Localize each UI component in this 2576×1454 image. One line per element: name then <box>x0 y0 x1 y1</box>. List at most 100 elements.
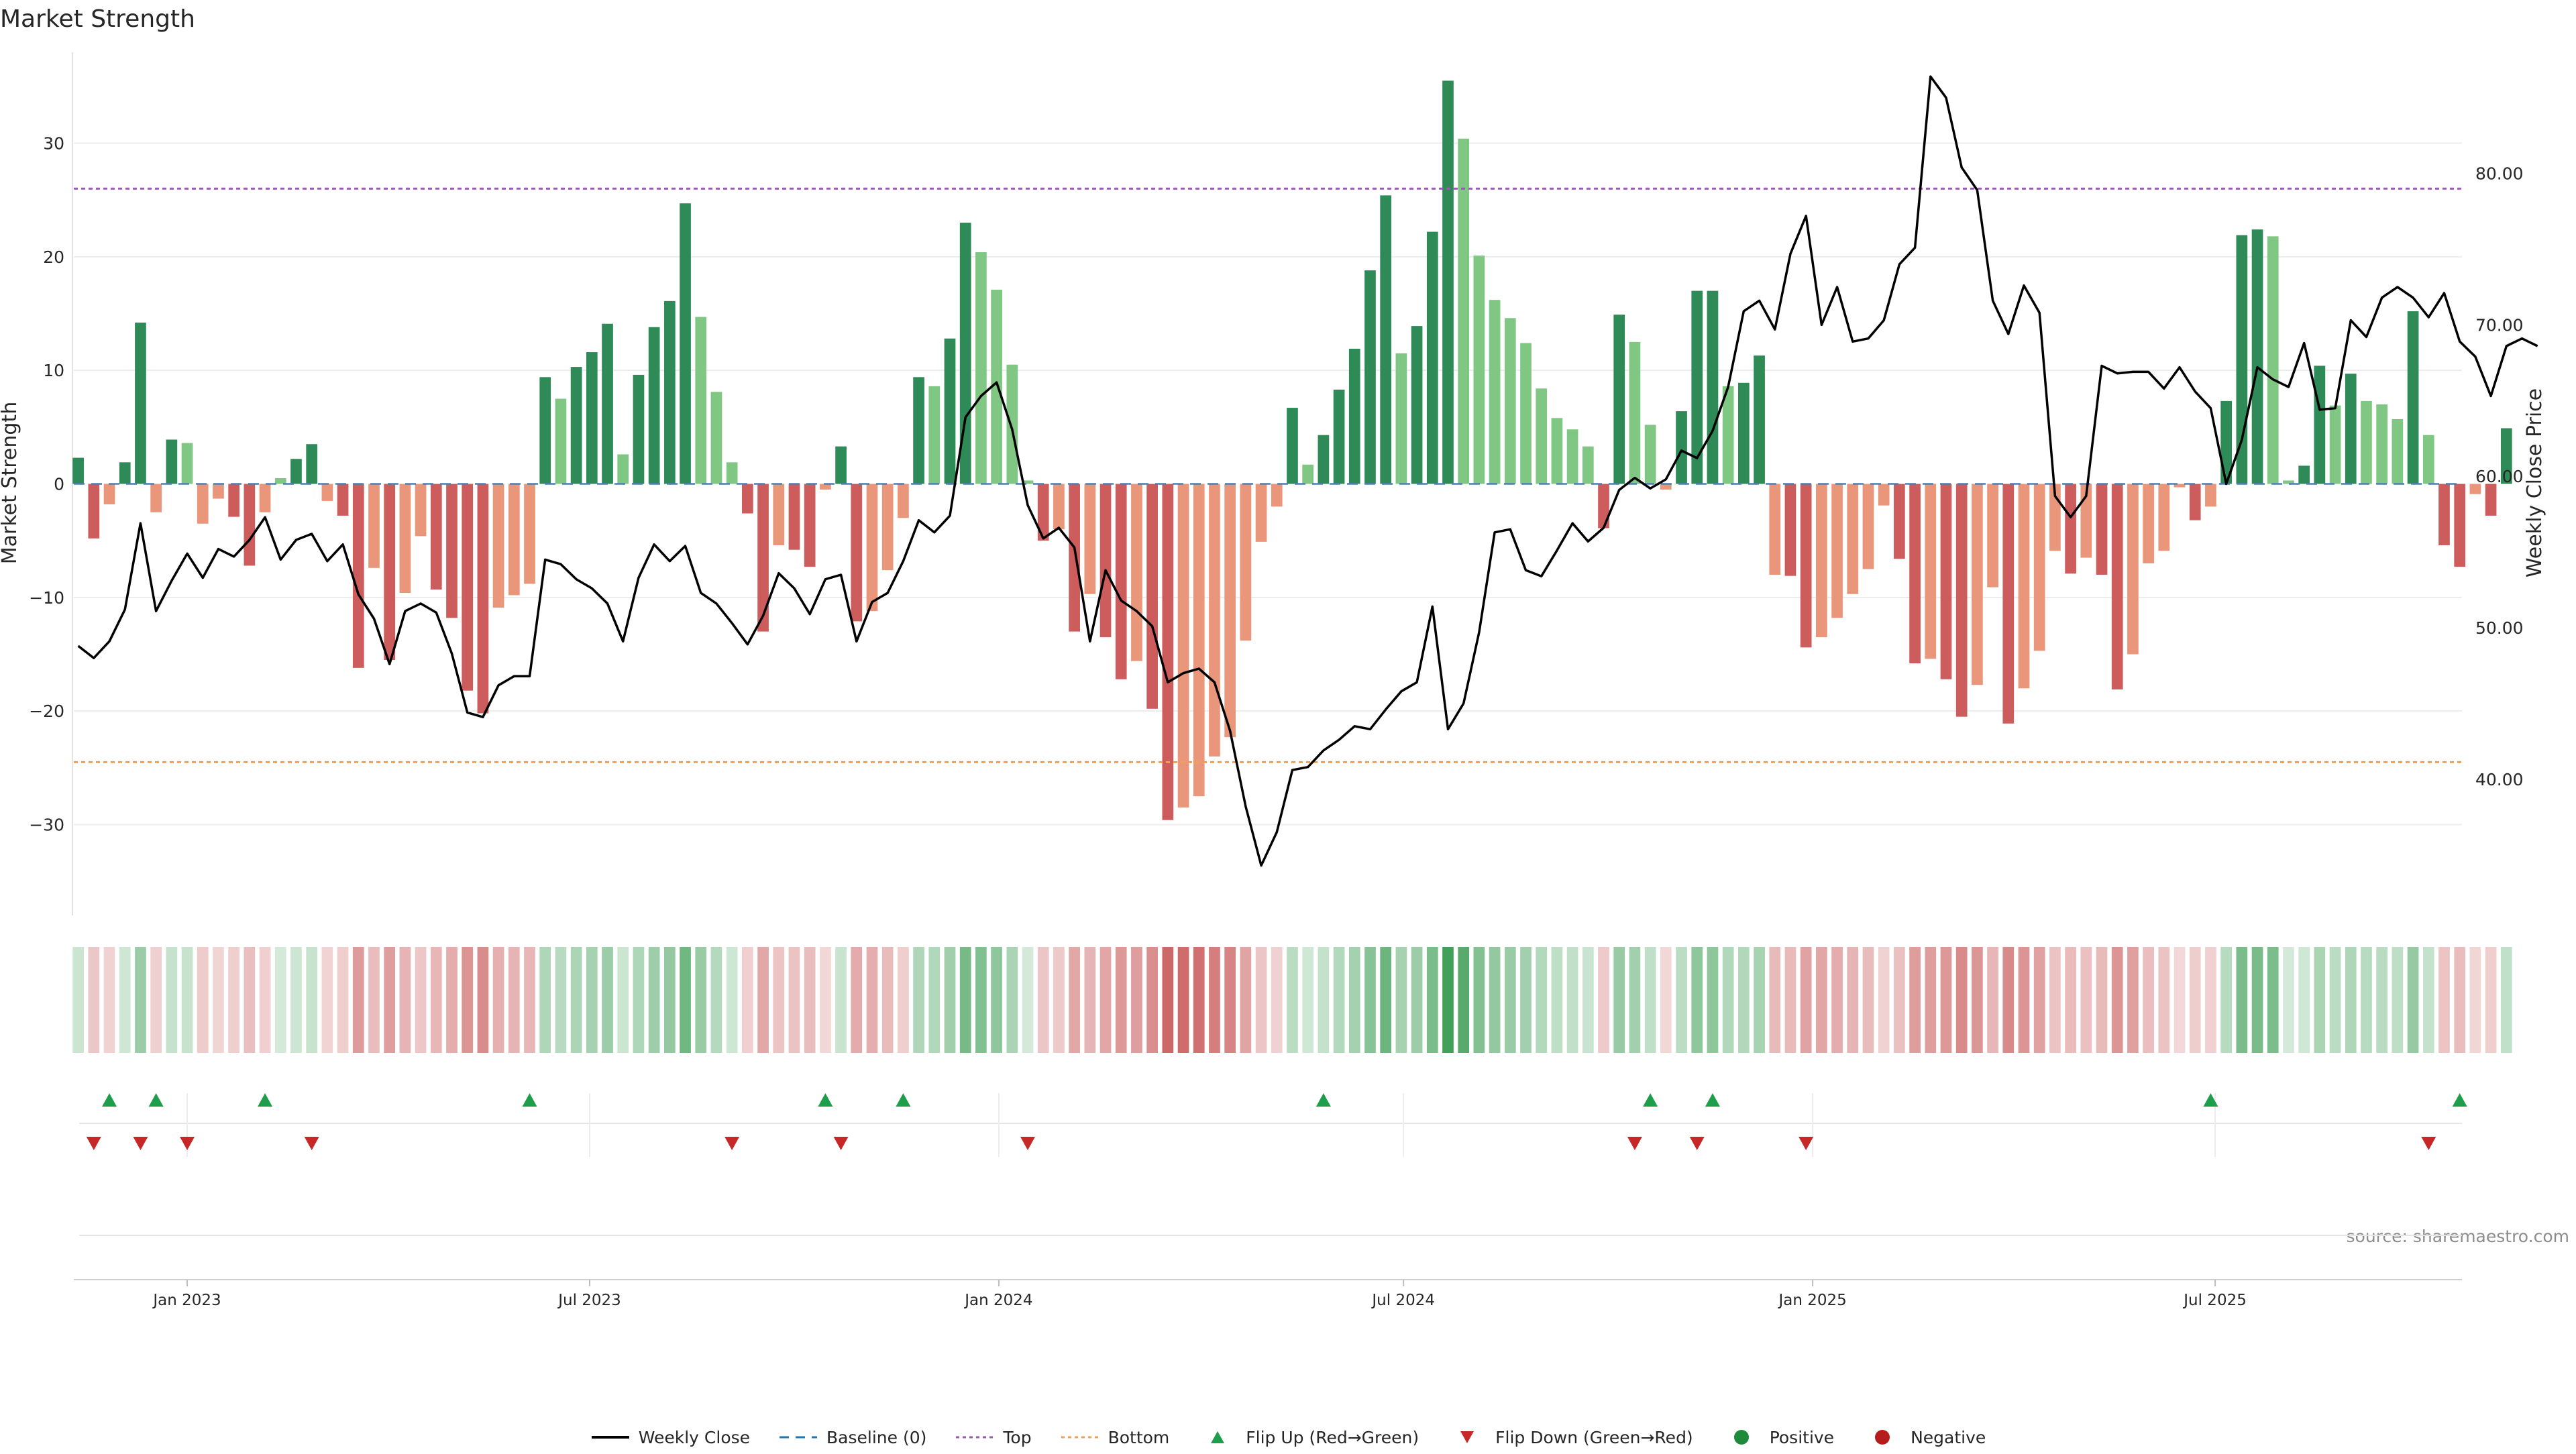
heat-cell <box>274 947 286 1053</box>
heat-cell <box>399 947 411 1053</box>
flip-up-marker <box>1705 1093 1720 1107</box>
heat-cell <box>1582 947 1594 1053</box>
strength-bar <box>1442 80 1454 484</box>
strength-bar <box>1146 484 1158 709</box>
heat-cell <box>1022 947 1034 1053</box>
heat-cell <box>1691 947 1703 1053</box>
strength-bar <box>524 484 535 584</box>
strength-bar <box>1395 353 1407 484</box>
strength-bar <box>1177 484 1189 808</box>
legend-label: Flip Down (Green→Red) <box>1495 1427 1693 1447</box>
heat-cell <box>2500 947 2512 1053</box>
strength-bar <box>1972 484 1983 685</box>
heat-cell <box>617 947 629 1053</box>
heat-cell <box>1287 947 1298 1053</box>
strength-bar <box>1348 348 1360 484</box>
strength-bar <box>2283 480 2294 484</box>
y-tick-label: −30 <box>29 816 64 835</box>
flip-down-marker <box>724 1137 740 1150</box>
heat-cell <box>1489 947 1501 1053</box>
strength-bar <box>2158 484 2170 551</box>
heat-cell <box>103 947 115 1053</box>
strength-bar <box>1426 231 1438 484</box>
y2-tick-label: 80.00 <box>2475 164 2524 184</box>
strength-bar <box>1473 256 1485 484</box>
strength-bar <box>773 484 785 545</box>
heat-cell <box>975 947 987 1053</box>
heat-cell <box>726 947 738 1053</box>
heat-cell <box>1146 947 1158 1053</box>
strength-bar <box>2469 484 2481 494</box>
flip-down-marker <box>1799 1137 1814 1150</box>
strength-bar <box>2298 465 2310 484</box>
strength-bar <box>384 484 396 660</box>
flip-up-marker <box>2452 1093 2467 1107</box>
heat-cell <box>2469 947 2481 1053</box>
strength-bar <box>492 484 504 608</box>
legend-symbol <box>955 1427 995 1447</box>
strength-bar <box>2454 484 2466 567</box>
heat-cell <box>633 947 645 1053</box>
strength-bar <box>166 439 178 484</box>
y2-axis-ticks: 40.00 50.00 60.00 70.00 80.00 <box>2475 164 2524 789</box>
heat-cell <box>1271 947 1283 1053</box>
weekly-close-line <box>77 75 2538 867</box>
y-axis-label: Market Strength <box>0 402 21 564</box>
heat-cell <box>2392 947 2404 1053</box>
heat-cell <box>2298 947 2310 1053</box>
strength-bar <box>213 484 224 499</box>
strength-bars <box>72 80 2512 820</box>
strength-bar <box>1411 326 1423 484</box>
heat-cell <box>851 947 863 1053</box>
strength-bar <box>586 352 598 484</box>
heat-cell <box>570 947 582 1053</box>
flip-down-marker <box>304 1137 319 1150</box>
y-axis-ticks: −30 −20 −10 0 10 20 30 <box>29 133 64 834</box>
strength-bar <box>1613 315 1625 484</box>
heat-cell <box>881 947 894 1053</box>
heat-cell <box>2345 947 2357 1053</box>
flip-down-marker <box>1689 1137 1705 1150</box>
heat-cell <box>2096 947 2108 1053</box>
flip-up-marker <box>896 1093 911 1107</box>
heat-cell <box>1240 947 1252 1053</box>
strength-bar <box>2251 229 2263 484</box>
heat-cell <box>2049 947 2061 1053</box>
heat-cell <box>2002 947 2015 1053</box>
heat-cell <box>1442 947 1454 1053</box>
strength-bar <box>306 444 318 484</box>
strength-bar <box>2500 428 2512 484</box>
strength-bar <box>1754 355 1765 484</box>
heat-cell <box>820 947 831 1053</box>
strength-bar <box>2236 235 2248 484</box>
strength-bar <box>2438 484 2450 545</box>
strength-bar <box>2392 418 2404 484</box>
heat-cell <box>928 947 941 1053</box>
heat-cell <box>306 947 318 1053</box>
heat-cell <box>337 947 349 1053</box>
heat-cell <box>88 947 100 1053</box>
strength-bar <box>446 484 458 618</box>
heat-cell <box>2422 947 2434 1053</box>
heat-cell <box>2143 947 2154 1053</box>
heat-cell <box>804 947 816 1053</box>
heat-cell <box>1769 947 1781 1053</box>
strength-bar <box>2127 484 2139 655</box>
heat-cell <box>555 947 567 1053</box>
strength-bar <box>1520 343 1532 484</box>
strength-bar <box>2485 484 2497 516</box>
strength-bar <box>1302 464 1314 484</box>
heat-cell <box>1847 947 1859 1053</box>
strength-bar <box>2143 484 2154 564</box>
heat-cell <box>2361 947 2372 1053</box>
heat-cell <box>1131 947 1142 1053</box>
heat-cell <box>1816 947 1827 1053</box>
heat-cell <box>2018 947 2030 1053</box>
strength-bar <box>1551 418 1563 484</box>
flip-up-marker <box>148 1093 164 1107</box>
strength-bar <box>1737 382 1750 484</box>
heat-cell <box>1987 947 1998 1053</box>
heat-cell <box>2251 947 2263 1053</box>
heat-cell <box>2407 947 2419 1053</box>
legend-symbol <box>1197 1427 1238 1447</box>
